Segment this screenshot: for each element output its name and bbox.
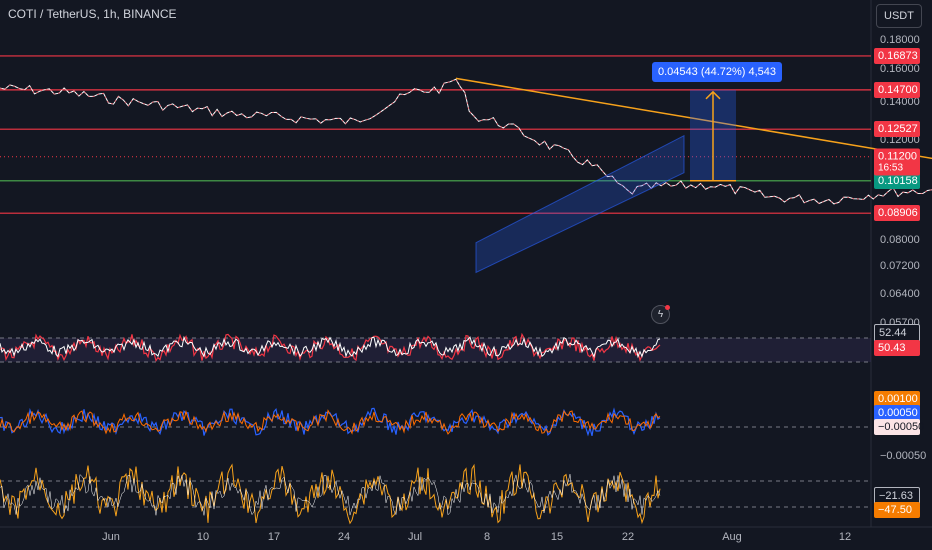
time-tick-label: Jul <box>407 531 423 543</box>
price-range-measure-label: 0.04543 (44.72%) 4,543 <box>652 62 783 82</box>
cci-line <box>0 463 661 525</box>
time-tick-label: 22 <box>621 531 635 543</box>
indicator-value-badge: 0.00050 <box>874 405 920 421</box>
level-price-badge: 0.14700 <box>874 81 920 98</box>
level-price-badge: 0.10158 <box>874 172 920 189</box>
indicator-value-badge: −21.63 <box>874 487 920 505</box>
price-line <box>0 78 932 205</box>
level-price-badge: 0.16873 <box>874 47 920 64</box>
cci-line-secondary <box>0 473 661 516</box>
time-tick-label: 10 <box>196 531 210 543</box>
symbol-title[interactable]: COTI / TetherUS, 1h, BINANCE <box>8 7 177 21</box>
rsi-line <box>0 335 661 359</box>
time-tick-label: 15 <box>550 531 564 543</box>
ascending-channel <box>475 134 685 274</box>
descending-trendline <box>455 77 932 160</box>
macd-signal-line <box>0 409 661 435</box>
level-price-badge: 0.08906 <box>874 205 920 222</box>
indicator-value-badge: 52.44 <box>874 324 920 342</box>
time-tick-label: 12 <box>838 531 852 543</box>
level-price-badge: 0.12527 <box>874 121 920 138</box>
grid-and-levels <box>0 0 932 528</box>
currency-selector[interactable]: USDT <box>876 4 922 28</box>
time-tick-label: 24 <box>337 531 351 543</box>
price-line-bearish <box>0 78 932 205</box>
indicator-value-badge: 50.43 <box>874 340 920 356</box>
price-series <box>0 78 932 205</box>
last-price-badge: 0.11200 16:53 <box>874 148 920 176</box>
time-tick-label: Aug <box>722 531 742 543</box>
rsi-band <box>0 338 871 362</box>
macd-line <box>0 407 661 437</box>
indicator-value-badge: −0.00050 <box>874 419 924 435</box>
time-tick-label: Jun <box>102 531 120 543</box>
macd-axis-tick: −0.00050 <box>880 450 927 462</box>
price-tick-label: 0.08000 <box>880 233 920 246</box>
price-tick-label: 0.07200 <box>880 259 920 272</box>
price-tick-label: 0.18000 <box>880 34 920 46</box>
price-tick-label: 0.06400 <box>880 288 920 301</box>
lightning-icon[interactable]: ϟ <box>651 305 670 324</box>
drawing-tools <box>455 77 932 274</box>
time-tick-label: 8 <box>483 531 491 543</box>
price-tick-label: 0.14000 <box>880 95 920 108</box>
indicator-value-badge: 0.00100 <box>874 391 920 407</box>
measure-arrow-head <box>705 90 721 100</box>
indicator-panes <box>0 332 871 525</box>
price-tick-label: 0.16000 <box>880 62 920 75</box>
time-tick-label: 17 <box>267 531 281 543</box>
indicator-value-badge: −47.50 <box>874 502 920 518</box>
